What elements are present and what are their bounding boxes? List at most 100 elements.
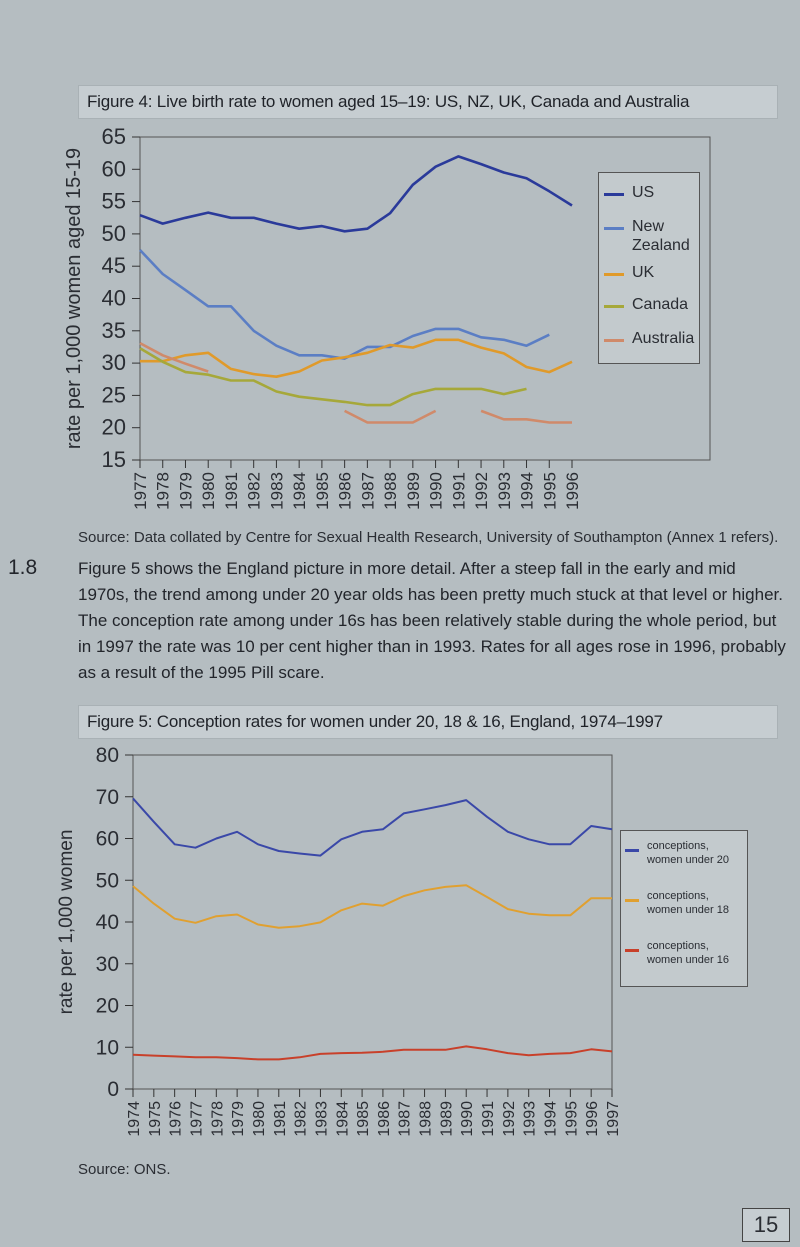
x-tick-label: 1974 [126, 1101, 143, 1137]
legend-item: Canada [604, 295, 696, 314]
y-tick-label: 20 [102, 415, 126, 440]
x-tick-label: 1984 [334, 1101, 351, 1137]
legend-label: UK [632, 264, 655, 281]
x-tick-label: 1995 [540, 472, 559, 510]
y-tick-label: 0 [107, 1078, 119, 1101]
paragraph-text: Figure 5 shows the England picture in mo… [78, 559, 786, 682]
y-tick-label: 30 [96, 953, 119, 976]
y-axis-label: rate per 1,000 women [56, 830, 77, 1015]
x-tick-label: 1989 [404, 472, 423, 510]
series-line-canada [139, 347, 527, 407]
y-tick-label: 70 [96, 786, 119, 809]
x-tick-label: 1986 [376, 1101, 393, 1137]
series-line-conceptions-women-under-16 [132, 1045, 613, 1061]
y-tick-label: 30 [102, 350, 126, 375]
legend-swatch [604, 273, 624, 276]
x-tick-label: 1979 [230, 1101, 247, 1137]
x-tick-label: 1986 [336, 472, 355, 510]
figure5-source: Source: ONS. [78, 1161, 171, 1178]
y-tick-label: 55 [102, 189, 126, 214]
y-tick-label: 25 [102, 382, 126, 407]
x-tick-label: 1985 [355, 1101, 372, 1137]
legend-swatch [625, 849, 639, 852]
legend-label: Canada [632, 296, 689, 313]
y-tick-label: 50 [102, 221, 126, 246]
x-tick-label: 1988 [381, 472, 400, 510]
x-tick-label: 1982 [293, 1101, 310, 1137]
x-tick-label: 1993 [522, 1101, 539, 1137]
x-tick-label: 1985 [313, 472, 332, 510]
y-tick-label: 10 [96, 1036, 119, 1059]
x-tick-label: 1995 [563, 1101, 580, 1137]
figure5-chart: 0 10 20 30 40 50 60 70 80 1974 1975 1976 1977 1978 197… [56, 744, 622, 1137]
x-tick-label: 1983 [267, 472, 286, 510]
y-tick-label: 45 [102, 253, 126, 278]
x-tick-label: 1979 [176, 472, 195, 510]
legend-label: conceptions, women under 16 [647, 940, 729, 966]
x-tick-label: 1991 [480, 1101, 497, 1137]
x-tick-label: 1980 [251, 1101, 268, 1137]
y-axis-label: rate per 1,000 women aged 15-19 [63, 148, 85, 449]
x-tick-label: 1991 [449, 472, 468, 510]
series-line-australia [480, 409, 572, 424]
series-line-australia [344, 409, 437, 424]
x-tick-label: 1981 [272, 1101, 289, 1137]
y-tick-label: 15 [102, 447, 126, 472]
legend-item: Australia [604, 329, 696, 348]
x-tick-label: 1992 [501, 1101, 518, 1137]
legend-label: US [632, 184, 655, 201]
x-tick-label: 1990 [459, 1101, 476, 1137]
y-tick-label: 80 [96, 744, 119, 767]
x-tick-label: 1992 [472, 472, 491, 510]
legend-label: Australia [632, 330, 695, 347]
legend-swatch [604, 193, 624, 196]
figure5-title: Figure 5: Conception rates for women und… [78, 705, 778, 739]
x-tick-label: 1976 [168, 1101, 185, 1137]
x-tick-label: 1982 [245, 472, 264, 510]
x-tick-label: 1989 [438, 1101, 455, 1137]
legend-item: UK [604, 263, 696, 282]
x-tick-label: 1997 [605, 1101, 622, 1137]
x-tick-label: 1996 [563, 472, 582, 510]
legend-label: New Zealand [632, 218, 690, 254]
figure4-title: Figure 4: Live birth rate to women aged … [78, 85, 778, 119]
legend-label: conceptions, women under 18 [647, 890, 729, 916]
figure4-source: Source: Data collated by Centre for Sexu… [78, 529, 779, 546]
y-tick-label: 60 [102, 156, 126, 181]
page-number: 15 [742, 1208, 790, 1242]
x-tick-label: 1977 [131, 472, 150, 510]
x-tick-label: 1993 [495, 472, 514, 510]
y-tick-label: 50 [96, 869, 119, 892]
plot-frame [132, 754, 613, 1090]
x-tick-label: 1977 [188, 1101, 205, 1137]
series-line-uk [140, 338, 573, 379]
legend-swatch [604, 227, 624, 230]
x-tick-label: 1996 [584, 1101, 601, 1137]
y-tick-label: 40 [102, 286, 126, 311]
y-tick-label: 20 [96, 995, 119, 1018]
series-line-australia [139, 341, 209, 373]
legend-swatch [604, 305, 624, 308]
y-tick-label: 40 [96, 911, 119, 934]
figure5-legend: conceptions, women under 20 conceptions, … [620, 830, 748, 987]
figure4-legend: US New Zealand UK Canada Australia [598, 172, 700, 364]
legend-label: conceptions, women under 20 [647, 840, 729, 866]
legend-item: conceptions, women under 20 [625, 839, 743, 867]
legend-item: conceptions, women under 16 [625, 939, 743, 967]
paragraph-number: 1.8 [8, 556, 38, 579]
x-tick-label: 1978 [209, 1101, 226, 1137]
x-tick-label: 1984 [290, 472, 309, 510]
legend-swatch [625, 899, 639, 902]
x-tick-label: 1988 [418, 1101, 435, 1137]
y-tick-label: 35 [102, 318, 126, 343]
y-tick-label: 65 [102, 124, 126, 149]
series-line-conceptions-women-under-18 [132, 884, 612, 929]
x-tick-label: 1983 [313, 1101, 330, 1137]
series-line-new-zealand [139, 249, 550, 360]
series-line-conceptions-women-under-20 [132, 797, 613, 857]
x-tick-label: 1981 [222, 472, 241, 510]
x-tick-label: 1994 [518, 472, 537, 510]
y-tick-label: 60 [96, 828, 119, 851]
x-tick-label: 1990 [427, 472, 446, 510]
